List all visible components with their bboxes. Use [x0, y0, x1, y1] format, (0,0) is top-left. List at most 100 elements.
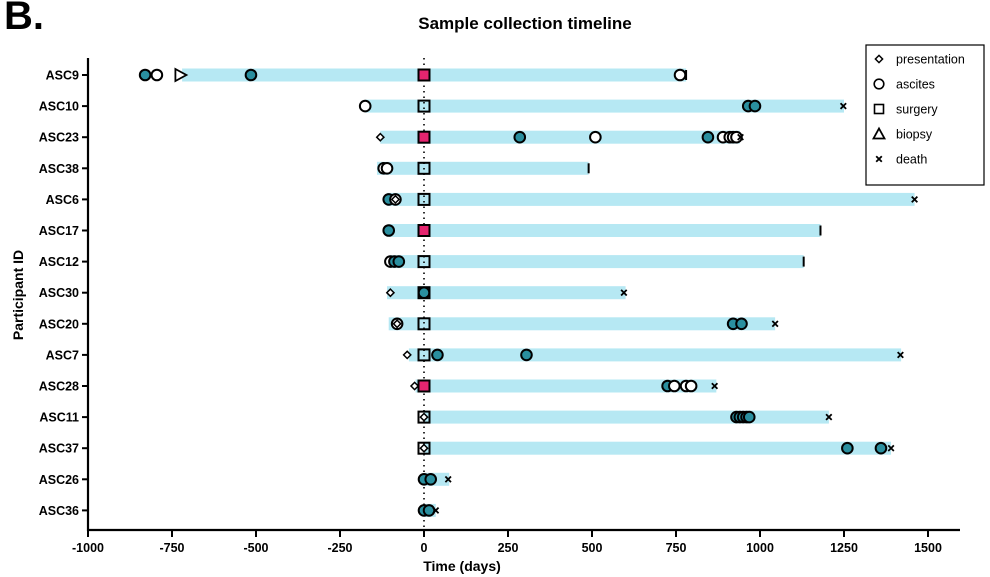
ascites-marker: [138, 68, 152, 82]
timeline-bar-asc17: [388, 224, 821, 237]
legend-label: presentation: [896, 53, 965, 67]
ascites-marker: [841, 441, 854, 455]
death-marker: [620, 289, 628, 297]
ascites-marker: [673, 68, 687, 82]
ascites-marker: [668, 379, 681, 393]
ascites-marker: [748, 99, 762, 113]
legend-marker-diamond: [874, 54, 884, 64]
surgery-marker: [417, 317, 431, 331]
x-tick-label: 1000: [746, 541, 774, 555]
ascites-marker: [417, 286, 431, 300]
legend: presentation ascites surgery biopsy death: [865, 44, 985, 186]
surgery-marker: [417, 348, 431, 362]
event-markers: [138, 67, 918, 517]
surgery-marker: [417, 130, 431, 144]
panel-letter: B.: [4, 0, 44, 38]
y-tick-label: ASC7: [46, 348, 79, 362]
y-tick-label: ASC10: [39, 100, 79, 114]
timeline-bar-asc23: [380, 130, 740, 144]
y-tick-label: ASC23: [39, 131, 79, 145]
ascites-marker: [392, 255, 406, 268]
y-tick-label: ASC36: [39, 504, 79, 518]
presentation-marker: [419, 443, 429, 453]
legend-label: surgery: [896, 103, 938, 117]
legend-marker-x: [875, 155, 883, 163]
surgery-marker: [417, 286, 431, 300]
ascites-marker: [735, 317, 748, 331]
x-tick-label: 0: [421, 541, 428, 555]
surgery-marker: [417, 379, 431, 393]
legend-marker-circle: [873, 78, 885, 90]
legend-label: ascites: [896, 78, 935, 92]
ascites-marker: [513, 130, 527, 144]
death-marker: [839, 102, 847, 110]
timeline-bar-asc37: [424, 441, 892, 455]
ascites-marker: [589, 130, 602, 144]
surgery-marker: [417, 99, 431, 113]
y-tick-label: ASC38: [39, 162, 79, 176]
presentation-marker: [390, 194, 401, 205]
ascites-marker: [422, 504, 436, 517]
surgery-marker: [417, 224, 431, 237]
x-tick-label: 1500: [914, 541, 942, 555]
axes: ASC9 ASC10 ASC23 ASC38 ASC6 ASC17 ASC12 ASC30 AS…: [39, 58, 960, 555]
y-tick-label: ASC20: [39, 317, 79, 331]
timeline-bar-asc12: [390, 255, 804, 269]
timeline-bar-asc9: [182, 68, 687, 82]
ascites-marker: [431, 348, 444, 362]
x-tick-label: 1250: [830, 541, 858, 555]
surgery-marker: [417, 410, 431, 424]
ascites-marker: [874, 441, 888, 455]
surgery-marker: [417, 161, 431, 175]
y-tick-label: ASC28: [39, 380, 79, 394]
ascites-marker: [382, 224, 396, 237]
timeline-bar-asc30: [387, 286, 626, 300]
y-tick-label: ASC26: [39, 473, 79, 487]
ascites-marker: [380, 162, 394, 175]
ascites-marker: [742, 410, 756, 424]
ascites-marker: [684, 379, 698, 393]
legend-marker-square: [873, 103, 885, 115]
ascites-marker: [424, 473, 438, 486]
death-marker: [897, 351, 904, 359]
biopsy-marker: [174, 67, 189, 83]
x-tick-label: -1000: [72, 541, 104, 555]
timeline-bar-asc38: [376, 161, 589, 175]
presentation-marker: [419, 412, 429, 422]
y-tick-label: ASC30: [39, 286, 79, 300]
presentation-marker: [392, 319, 402, 329]
x-axis-label: Time (days): [423, 558, 501, 574]
legend-marker-triangle: [871, 126, 887, 140]
timeline-bar-asc11: [424, 410, 829, 424]
y-tick-label: ASC17: [39, 224, 79, 238]
death-marker: [432, 506, 440, 514]
surgery-marker: [417, 192, 431, 206]
y-tick-label: ASC11: [39, 411, 79, 425]
legend-label: biopsy: [896, 128, 933, 142]
y-tick-label: ASC37: [39, 442, 79, 456]
death-marker: [711, 382, 719, 390]
death-marker: [825, 413, 833, 421]
x-tick-label: 500: [582, 541, 603, 555]
legend-box: [865, 44, 985, 186]
surgery-marker: [417, 68, 431, 82]
x-tick-label: -750: [159, 541, 184, 555]
ascites-marker: [150, 68, 164, 82]
ascites-marker: [701, 130, 715, 144]
death-marker: [444, 475, 452, 483]
ascites-marker: [520, 348, 533, 362]
presentation-marker: [375, 132, 385, 142]
chart-title: Sample collection timeline: [418, 14, 632, 33]
y-tick-label: ASC6: [46, 193, 79, 207]
presentation-marker: [409, 381, 420, 391]
x-tick-label: 250: [498, 541, 519, 555]
surgery-marker: [417, 441, 431, 455]
presentation-marker: [385, 288, 396, 298]
timeline-bar-asc6: [387, 192, 915, 206]
y-axis-label: Participant ID: [10, 250, 26, 340]
timeline-bar-asc10: [365, 99, 844, 113]
presentation-marker: [402, 350, 412, 360]
timeline-bar-asc7: [408, 348, 902, 362]
x-tick-label: -250: [327, 541, 352, 555]
